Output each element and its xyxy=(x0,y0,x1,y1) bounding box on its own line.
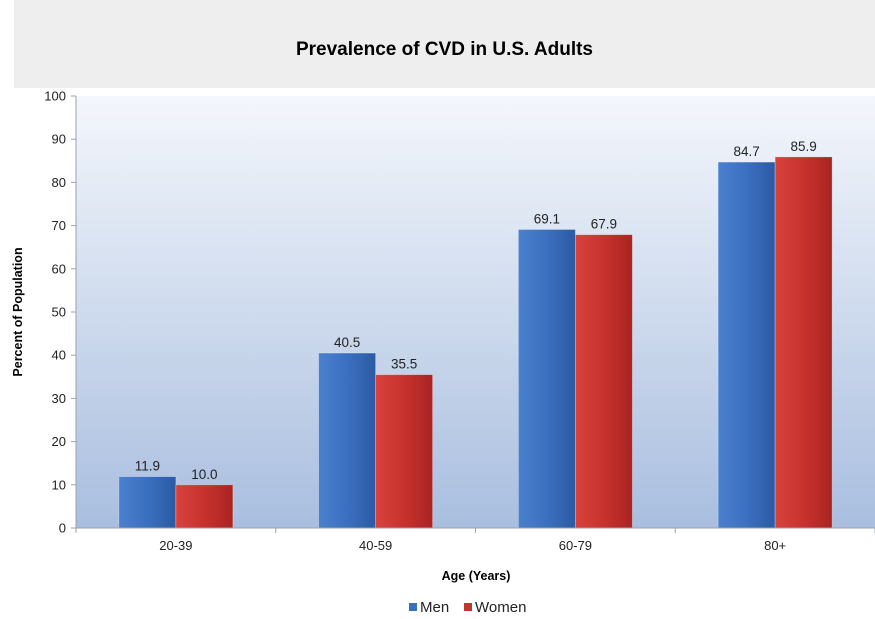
y-tick-label: 50 xyxy=(52,305,66,320)
x-tick-label: 20-39 xyxy=(159,538,192,553)
data-label: 84.7 xyxy=(733,144,759,159)
data-label: 40.5 xyxy=(334,335,360,350)
y-tick-label: 60 xyxy=(52,261,66,276)
x-axis-title: Age (Years) xyxy=(442,569,511,583)
bar-men-80plus xyxy=(717,161,776,529)
y-tick-label: 70 xyxy=(52,218,66,233)
bar-women-60-79 xyxy=(574,234,633,529)
data-label: 35.5 xyxy=(391,357,417,372)
bar-women-40-59 xyxy=(375,374,434,529)
x-tick-label: 60-79 xyxy=(559,538,592,553)
bar-women-80plus xyxy=(774,156,833,529)
bar-men-40-59 xyxy=(318,352,377,529)
x-tick-label: 80+ xyxy=(764,538,786,553)
y-tick-label: 0 xyxy=(59,521,66,536)
y-ticks-group: 0 10 20 30 40 50 60 70 80 90 100 xyxy=(44,89,76,536)
legend-label-women: Women xyxy=(475,599,526,616)
bar-men-60-79 xyxy=(517,229,576,529)
y-tick-label: 10 xyxy=(52,477,66,492)
legend: Men Women xyxy=(409,599,526,616)
value-labels-group: 11.9 10.0 40.5 35.5 69.1 67.9 84.7 85.9 xyxy=(135,139,817,482)
y-tick-label: 80 xyxy=(52,175,66,190)
bar-men-20-39 xyxy=(118,476,177,529)
data-label: 67.9 xyxy=(591,217,617,232)
data-label: 10.0 xyxy=(191,467,217,482)
chart-title: Prevalence of CVD in U.S. Adults xyxy=(295,39,594,60)
data-label: 69.1 xyxy=(534,211,560,226)
x-ticks-group: 20-39 40-59 60-79 80+ xyxy=(75,528,875,553)
bars-group xyxy=(118,156,833,529)
y-tick-label: 90 xyxy=(52,132,66,147)
y-tick-label: 40 xyxy=(52,348,66,363)
data-label: 11.9 xyxy=(135,459,160,474)
data-label: 85.9 xyxy=(790,139,816,154)
legend-swatch-men xyxy=(409,603,417,611)
y-tick-label: 30 xyxy=(52,391,66,406)
x-tick-label: 40-59 xyxy=(359,538,392,553)
legend-label-men: Men xyxy=(420,599,449,616)
bar-women-20-39 xyxy=(175,484,234,529)
y-tick-label: 100 xyxy=(44,89,66,104)
y-axis-title: Percent of Population xyxy=(11,247,25,376)
legend-swatch-women xyxy=(464,603,472,611)
title-band: Prevalence of CVD in U.S. Adults xyxy=(14,0,875,88)
y-tick-label: 20 xyxy=(52,434,66,449)
